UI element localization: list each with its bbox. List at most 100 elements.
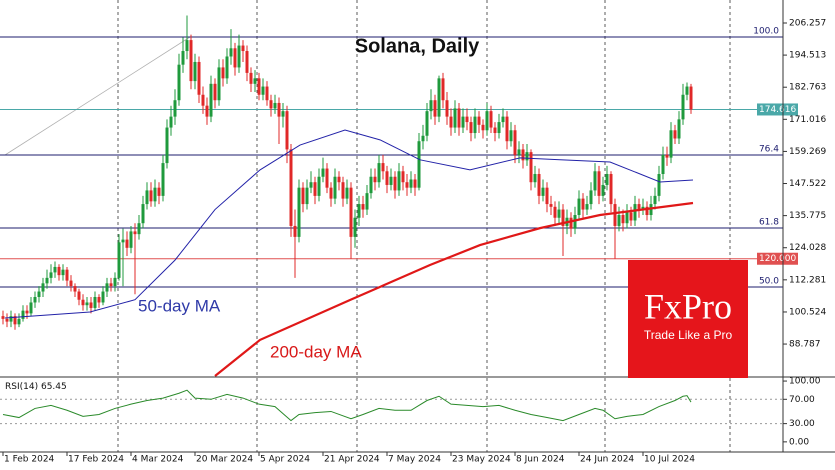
candle-body [489,111,493,128]
candle-body [485,111,489,131]
x-tick-label: 20 Mar 2024 [196,455,253,465]
candle-body [29,302,33,314]
candle-body [189,40,193,82]
candle-body [181,51,185,65]
candle-body [273,102,277,109]
candle-body [517,149,521,155]
candle-body [365,193,369,210]
candle-body [117,242,121,278]
candle-body [65,269,69,281]
candle-body [669,130,673,158]
candle-body [601,184,605,196]
candle-body [353,217,357,237]
level-label: 61.8 [759,217,779,227]
candle-body [337,176,341,183]
candle-body [81,299,85,306]
candle-body [321,168,325,177]
candle-body [581,198,585,210]
candle-body [141,204,145,224]
price-box-label: 174.616 [759,105,796,115]
candle-body [17,318,21,325]
candle-body [221,67,225,79]
candle-body [229,48,233,57]
ma200-label: 200-day MA [270,342,362,361]
candle-body [441,78,445,101]
candle-body [157,187,161,196]
candle-body [529,152,533,183]
candle-body [605,174,609,185]
candle-body [41,283,45,292]
candle-body [269,100,273,109]
candle-body [513,130,517,155]
candle-body [445,100,449,117]
candle-body [385,171,389,185]
price-box [757,252,798,265]
candle-body [413,179,417,188]
ma-line [4,129,694,319]
level-label: 50.0 [759,276,779,286]
candle-body [265,86,269,101]
candle-body [617,215,621,226]
candle-body [677,119,681,139]
level-label: 76.4 [759,144,779,154]
candle-body [389,176,393,185]
y-tick-label: 112.281 [789,275,826,285]
candle-body [153,187,157,202]
candle-body [329,187,333,199]
candle-body [185,40,189,52]
candle-body [625,212,629,224]
candle-body [557,209,561,218]
candle-body [357,204,361,218]
y-tick-label: 206.257 [789,18,826,28]
candle-body [257,78,261,95]
candle-body [561,209,565,226]
candle-body [573,215,577,229]
candle-body [169,116,173,128]
candle-body [429,100,433,112]
candle-body [97,297,101,303]
candle-body [477,116,481,125]
x-tick-label: 4 Mar 2024 [132,455,184,465]
candle-body [145,190,149,205]
candle-body [1,316,5,319]
candle-body [405,182,409,188]
candle-body [297,187,301,237]
candle-body [113,277,117,287]
x-tick-label: 21 Apr 2024 [324,455,380,465]
candle-body [349,187,353,237]
candle-body [37,291,41,298]
candle-body [361,204,365,210]
candle-body [673,130,677,139]
candle-body [53,266,57,273]
candle-body [121,239,125,243]
candle-body [613,204,617,226]
level-label: 100.0 [753,27,779,37]
candle-body [21,310,25,319]
candle-body [137,223,141,235]
candle-body [293,225,297,237]
candle-body [473,116,477,134]
chart-title: Solana, Daily [355,35,480,57]
candle-body [629,212,633,221]
candle-body [421,135,425,142]
candle-body [261,86,265,95]
candle-body [49,272,53,278]
candle-body [457,108,461,128]
candle-body [505,116,509,142]
candle-body [497,122,501,134]
candle-body [501,116,505,123]
rsi-tick-label: 0.00 [789,437,809,447]
candle-body [681,94,685,120]
candle-body [213,83,217,101]
candle-body [509,130,513,142]
candle-body [661,154,665,175]
candle-body [549,204,553,207]
candle-body [373,176,377,183]
candle-body [397,171,401,191]
candle-body [525,152,529,161]
y-tick-label: 135.775 [789,211,826,221]
rsi-last: 65.45 [41,382,67,392]
candle-body [341,182,345,199]
candle-body [401,171,405,183]
x-tick-label: 23 May 2024 [452,455,511,465]
